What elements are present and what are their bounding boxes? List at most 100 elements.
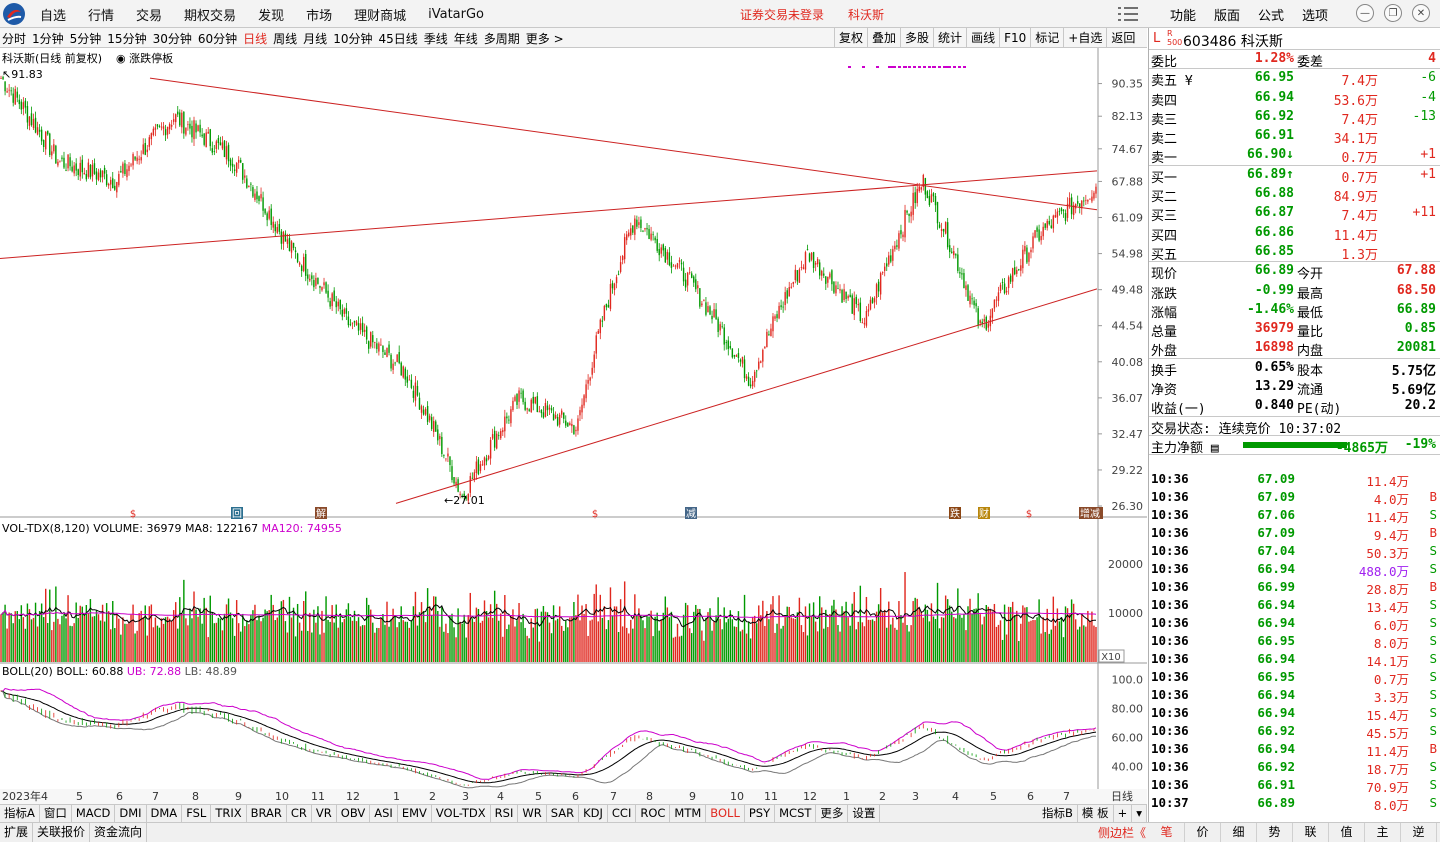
- tool-button-8[interactable]: 返回: [1106, 28, 1139, 48]
- tool-button-4[interactable]: 画线: [966, 28, 999, 48]
- indicator-tab-5[interactable]: FSL: [182, 805, 212, 822]
- menu-item-3[interactable]: 期权交易: [184, 8, 237, 24]
- period-tab-13[interactable]: 多周期: [483, 31, 520, 46]
- tool-button-7[interactable]: +自选: [1063, 28, 1106, 48]
- sidebar-toggle[interactable]: 侧边栏《: [1098, 826, 1147, 840]
- panel-tab-7[interactable]: 逆: [1401, 823, 1437, 842]
- right-menu-item-1[interactable]: 版面: [1214, 8, 1241, 24]
- indicator-tab-10[interactable]: OBV: [337, 805, 371, 822]
- period-tab-5[interactable]: 60分钟: [197, 31, 238, 46]
- panel-tab-3[interactable]: 势: [1257, 823, 1293, 842]
- menu-item-2[interactable]: 交易: [136, 8, 163, 24]
- indicator-tab-11[interactable]: ASI: [370, 805, 398, 822]
- indicator-tab-23[interactable]: MCST: [775, 805, 817, 822]
- menu-item-4[interactable]: 发现: [258, 8, 285, 24]
- menu-item-0[interactable]: 自选: [40, 8, 67, 24]
- kline-chart-svg[interactable]: 90.35 82.13 74.67 67.88 61.09 54.98 49.48 44.54…: [0, 48, 1147, 804]
- indicator-tab-1[interactable]: 窗口: [40, 805, 72, 822]
- indicator-tab-9[interactable]: VR: [312, 805, 337, 822]
- tool-button-6[interactable]: 标记: [1030, 28, 1063, 48]
- kline-chart-area[interactable]: 90.35 82.13 74.67 67.88 61.09 54.98 49.48 44.54…: [0, 48, 1147, 804]
- tool-button-3[interactable]: 统计: [933, 28, 966, 48]
- indicator-tab-17[interactable]: KDJ: [579, 805, 608, 822]
- period-tab-1[interactable]: 1分钟: [32, 31, 64, 46]
- status-tab-1[interactable]: 关联报价: [33, 823, 91, 842]
- tool-button-2[interactable]: 多股: [900, 28, 933, 48]
- indicator-tab-22[interactable]: PSY: [745, 805, 776, 822]
- tick-vol-6: 28.8万: [1366, 582, 1409, 597]
- panel-tab-1[interactable]: 价: [1185, 823, 1221, 842]
- status-tab-2[interactable]: 资金流向: [90, 823, 148, 842]
- event-marker-4: 减: [686, 508, 696, 520]
- indicator-tab-0[interactable]: 指标A: [0, 805, 40, 822]
- indicator-tab-3[interactable]: DMI: [115, 805, 147, 822]
- tick-list[interactable]: 10:36 67.09 11.4万 10:36 67.09 4.0万 B 10:36 67.06…: [1149, 470, 1440, 813]
- candle-body-143: [290, 241, 293, 253]
- indicator-tab-16[interactable]: SAR: [547, 805, 580, 822]
- indicator-tab-4[interactable]: DMA: [147, 805, 183, 822]
- indicator-tab-25[interactable]: 设置: [848, 805, 881, 822]
- menu-item-1[interactable]: 行情: [88, 8, 115, 24]
- menu-item-5[interactable]: 市场: [306, 8, 333, 24]
- period-tab-12[interactable]: 年线: [453, 31, 478, 46]
- period-tab-2[interactable]: 5分钟: [69, 31, 102, 46]
- limit-toggle[interactable]: ◉ 涨跌停板: [116, 52, 174, 65]
- panel-tab-2[interactable]: 细: [1221, 823, 1257, 842]
- period-tab-10[interactable]: 45日线: [378, 31, 418, 46]
- indicator-right-tab-0[interactable]: 指标B: [1038, 805, 1078, 822]
- minimize-icon[interactable]: —: [1356, 4, 1374, 22]
- period-tab-3[interactable]: 15分钟: [107, 31, 147, 46]
- stat1-row-4: 外盘 16898 内盘 20081: [1149, 339, 1440, 359]
- period-tab-6[interactable]: 日线: [243, 31, 268, 46]
- candle-body-377: [766, 331, 768, 348]
- indicator-right-tab-2[interactable]: +: [1114, 805, 1133, 822]
- hamburger-menu-icon[interactable]: [1116, 5, 1140, 23]
- indicator-tab-12[interactable]: EMV: [398, 805, 432, 822]
- menu-item-6[interactable]: 理财商城: [354, 8, 407, 24]
- panel-tab-4[interactable]: 联: [1293, 823, 1329, 842]
- indicator-tab-8[interactable]: CR: [287, 805, 312, 822]
- right-menu-item-2[interactable]: 公式: [1258, 8, 1285, 24]
- indicator-right-tab-3[interactable]: ▾: [1132, 805, 1147, 822]
- panel-tab-0[interactable]: 笔: [1149, 823, 1185, 842]
- tick-vol-4: 50.3万: [1366, 546, 1409, 561]
- close-icon[interactable]: ✕: [1412, 4, 1430, 22]
- tool-button-0[interactable]: 复权: [834, 28, 867, 48]
- status-tab-0[interactable]: 扩展: [0, 823, 34, 842]
- candle-body-126: [256, 191, 258, 200]
- panel-tab-5[interactable]: 值: [1329, 823, 1365, 842]
- period-tab-9[interactable]: 10分钟: [333, 31, 373, 46]
- date-label-5: 9: [235, 790, 242, 803]
- period-tabs: 分时 1分钟 5分钟 15分钟 30分钟 60分钟 日线 周线 月线 10分钟 45日线 季线 年线 多周…: [2, 28, 570, 48]
- tool-button-5[interactable]: F10: [999, 28, 1030, 48]
- indicator-tab-15[interactable]: WR: [518, 805, 547, 822]
- stock-code-name[interactable]: 603486 科沃斯: [1183, 31, 1283, 51]
- period-tab-14[interactable]: 更多 >: [525, 31, 564, 46]
- period-tab-4[interactable]: 30分钟: [152, 31, 192, 46]
- period-tab-11[interactable]: 季线: [423, 31, 448, 46]
- indicator-tab-19[interactable]: ROC: [636, 805, 671, 822]
- indicator-tab-18[interactable]: CCI: [608, 805, 637, 822]
- menu-item-7[interactable]: iVatarGo: [428, 6, 485, 22]
- indicator-tab-7[interactable]: BRAR: [247, 805, 287, 822]
- indicator-tab-2[interactable]: MACD: [72, 805, 116, 822]
- period-tab-0[interactable]: 分时: [2, 31, 27, 46]
- indicator-tab-13[interactable]: VOL-TDX: [432, 805, 491, 822]
- date-label-8: 12: [346, 790, 360, 803]
- candle-body-8: [16, 91, 18, 98]
- indicator-tab-6[interactable]: TRIX: [211, 805, 247, 822]
- indicator-tab-21[interactable]: BOLL: [706, 805, 745, 822]
- indicator-right-tab-1[interactable]: 模 板: [1078, 805, 1114, 822]
- indicator-tab-20[interactable]: MTM: [670, 805, 707, 822]
- indicator-tab-24[interactable]: 更多: [816, 805, 849, 822]
- trade-login-status[interactable]: 证券交易未登录: [740, 8, 825, 22]
- right-menu-item-3[interactable]: 选项: [1302, 8, 1329, 24]
- panel-tab-6[interactable]: 主: [1365, 823, 1401, 842]
- indicator-tab-14[interactable]: RSI: [491, 805, 519, 822]
- period-tab-8[interactable]: 月线: [303, 31, 328, 46]
- right-menu-item-0[interactable]: 功能: [1170, 8, 1197, 24]
- restore-icon[interactable]: ❐: [1384, 4, 1402, 22]
- app-logo-icon[interactable]: [2, 2, 26, 26]
- tool-button-1[interactable]: 叠加: [867, 28, 900, 48]
- period-tab-7[interactable]: 周线: [273, 31, 298, 46]
